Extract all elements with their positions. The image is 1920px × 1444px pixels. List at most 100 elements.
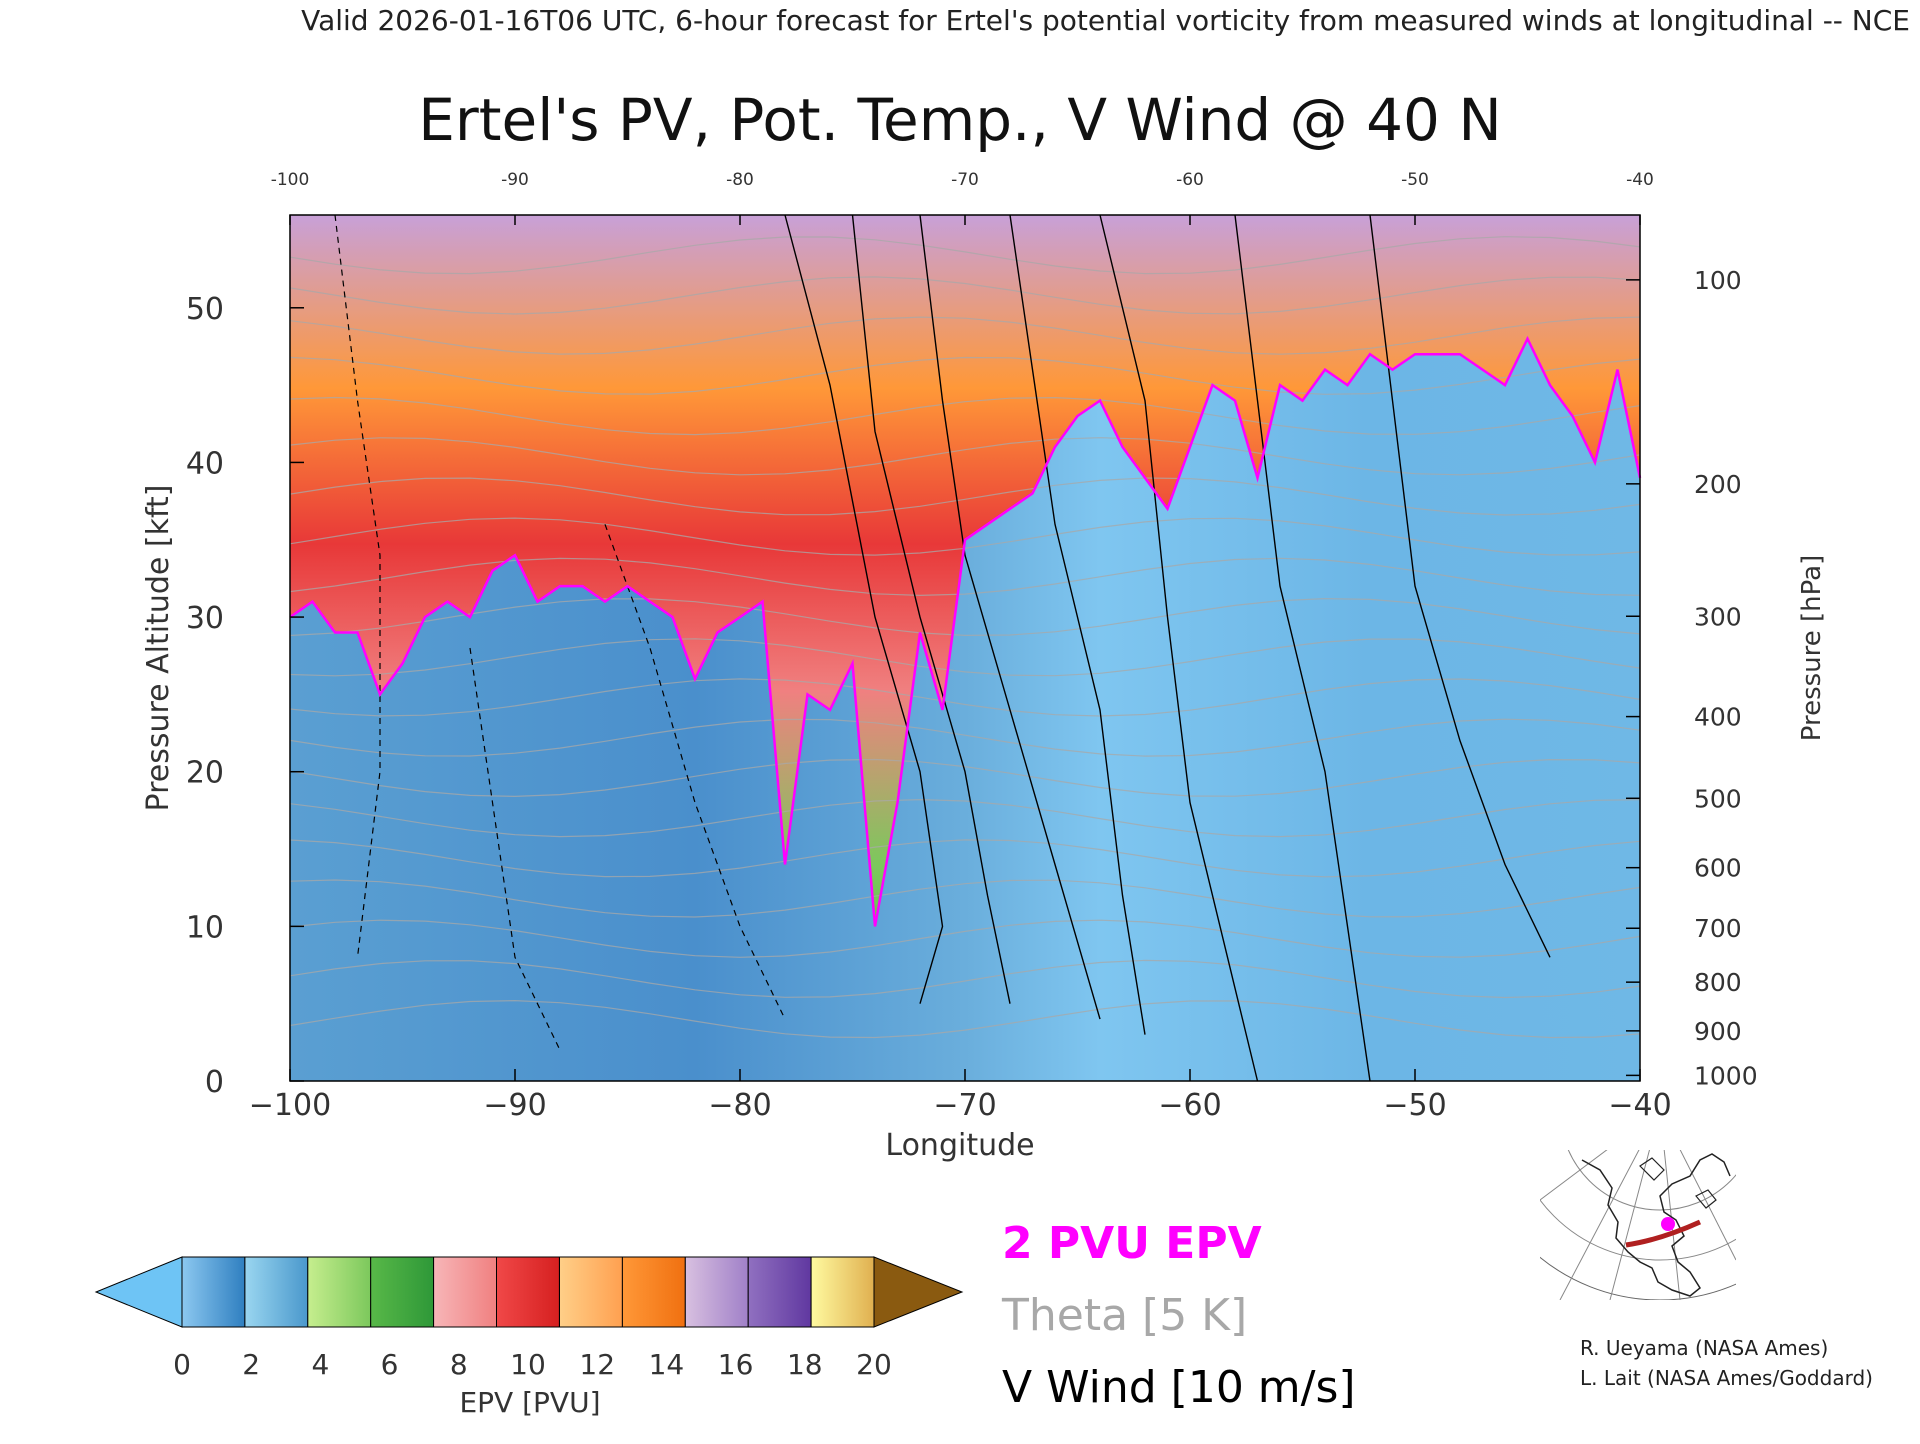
x-tick-label: −90	[483, 1088, 546, 1123]
y-tick-label: 20	[186, 756, 224, 791]
colorbar-bin	[244, 1256, 309, 1328]
x-axis-label: Longitude	[885, 1128, 1034, 1163]
theta-contour	[289, 718, 1641, 757]
colorbar-bin	[810, 1256, 875, 1328]
x-tick-label: −100	[249, 1088, 331, 1123]
colorbar-tick-label: 14	[649, 1348, 685, 1381]
colorbar-bin	[621, 1256, 686, 1328]
colorbar-bin	[496, 1256, 560, 1328]
v-wind-negative-contour	[334, 214, 381, 958]
theta-contour	[289, 798, 1641, 838]
colorbar-tick-label: 6	[381, 1348, 399, 1381]
v-wind-contour	[919, 214, 1101, 1020]
top-tick-label: -60	[1176, 170, 1204, 190]
y-tick-label: 40	[186, 446, 224, 481]
credit-line-2: L. Lait (NASA Ames/Goddard)	[1580, 1366, 1873, 1390]
v-wind-contour	[784, 214, 944, 1004]
x-tick-label: −80	[708, 1088, 771, 1123]
pressure-tick-label: 1000	[1694, 1061, 1758, 1090]
colorbar-bin	[181, 1256, 246, 1328]
colorbar-tick-label: 4	[311, 1348, 329, 1381]
theta-contour	[289, 638, 1641, 677]
colorbar-tick-label: 0	[173, 1348, 191, 1381]
theta-contour	[289, 316, 1641, 355]
colorbar: 0 2 4 6 8 10 12 14 16 18 20	[94, 1256, 964, 1381]
v-wind-contours	[334, 214, 1551, 1082]
colorbar-tick-label: 12	[579, 1348, 615, 1381]
colorbar-tick-label: 10	[510, 1348, 546, 1381]
top-tick-label: -80	[726, 170, 754, 190]
colorbar-under-arrow	[94, 1256, 183, 1328]
theta-contour	[289, 557, 1641, 597]
theta-contour	[289, 356, 1641, 395]
theta-contour	[289, 396, 1641, 436]
theta-contour	[289, 678, 1641, 717]
legend-theta: Theta [5 K]	[1001, 1290, 1247, 1341]
colorbar-bin	[307, 1256, 372, 1328]
colorbar-tick-label: 2	[242, 1348, 260, 1381]
pressure-tick-label: 400	[1694, 703, 1742, 732]
top-tick-label: -40	[1626, 170, 1654, 190]
valid-time-line: Valid 2026-01-16T06 UTC, 6-hour forecast…	[301, 4, 1910, 37]
theta-contours	[289, 236, 1641, 1039]
v-wind-contour	[1234, 214, 1371, 1082]
troposphere-fill	[290, 338, 1640, 1081]
y-axis: 0 10 20 30 40 50	[186, 292, 304, 1100]
theta-contour	[289, 959, 1641, 999]
credit-line-1: R. Ueyama (NASA Ames)	[1580, 1336, 1828, 1360]
theta-contour	[289, 999, 1641, 1039]
pressure-tick-label: 800	[1694, 968, 1742, 997]
top-tick-label: -50	[1401, 170, 1429, 190]
theta-contour	[289, 758, 1641, 798]
x-axis: −100 −90 −80 −70 −60 −50 −40	[249, 1069, 1672, 1123]
y-axis-label: Pressure Altitude [kft]	[141, 485, 176, 812]
x-tick-label: −70	[933, 1088, 996, 1123]
colorbar-bin	[370, 1256, 435, 1328]
top-tick-label: -70	[951, 170, 979, 190]
chart-title: Ertel's PV, Pot. Temp., V Wind @ 40 N	[418, 86, 1501, 154]
theta-contour	[289, 919, 1641, 958]
y-tick-label: 50	[186, 292, 224, 327]
colorbar-tick-label: 16	[718, 1348, 754, 1381]
colorbar-bin	[747, 1256, 812, 1328]
colorbar-tick-label: 8	[450, 1348, 468, 1381]
top-axis: -100 -90 -80 -70 -60 -50 -40	[271, 170, 1654, 225]
x-tick-label: −60	[1158, 1088, 1221, 1123]
y-tick-label: 30	[186, 601, 224, 636]
v-wind-negative-contour	[469, 647, 561, 1051]
theta-contour	[289, 477, 1641, 516]
pressure-tick-label: 600	[1694, 854, 1742, 883]
x-tick-label: −50	[1383, 1088, 1446, 1123]
theta-contour	[289, 437, 1641, 476]
pressure-axis: 100 200 300 400 500 600 700 800 900 1000	[1626, 266, 1758, 1090]
top-tick-label: -90	[501, 170, 529, 190]
colorbar-tick-label: 18	[787, 1348, 823, 1381]
globe-map-icon	[1540, 1150, 1736, 1300]
theta-contour	[289, 839, 1641, 878]
colorbar-bin	[433, 1256, 498, 1328]
pressure-tick-label: 700	[1694, 914, 1742, 943]
v-wind-contour	[851, 214, 1011, 1004]
v-wind-contour	[1099, 214, 1259, 1082]
pressure-tick-label: 300	[1694, 602, 1742, 631]
v-wind-contour	[1369, 214, 1551, 958]
pressure-tick-label: 900	[1694, 1017, 1742, 1046]
colorbar-label: EPV [PVU]	[459, 1386, 600, 1419]
theta-contour	[289, 597, 1641, 637]
theta-contour	[289, 276, 1641, 315]
v-wind-contour	[1009, 214, 1146, 1035]
pressure-tick-label: 500	[1694, 784, 1742, 813]
x-tick-label: −40	[1608, 1088, 1671, 1123]
colorbar-bin	[684, 1256, 749, 1328]
pv-field	[290, 215, 1640, 1081]
legend-epv: 2 PVU EPV	[1002, 1218, 1262, 1269]
colorbar-over-arrow	[873, 1256, 964, 1328]
pressure-tick-label: 200	[1694, 470, 1742, 499]
y-tick-label: 10	[186, 910, 224, 945]
tropopause-2pvu-line	[289, 335, 1642, 927]
top-tick-label: -100	[271, 170, 310, 190]
pressure-axis-label: Pressure [hPa]	[1797, 555, 1827, 742]
pressure-tick-label: 100	[1694, 266, 1742, 295]
